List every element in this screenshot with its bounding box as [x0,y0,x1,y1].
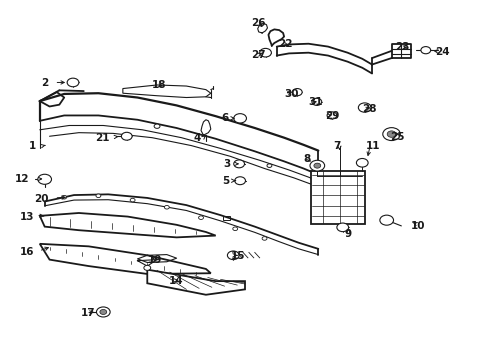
Text: 14: 14 [169,276,184,286]
Text: 5: 5 [222,176,229,186]
Text: 29: 29 [326,111,340,121]
Circle shape [198,216,203,220]
Circle shape [293,89,302,96]
Circle shape [100,310,107,315]
Text: 17: 17 [80,309,95,318]
Circle shape [260,48,271,57]
Text: 25: 25 [391,132,405,142]
Circle shape [234,160,245,168]
Text: 22: 22 [278,40,293,49]
Circle shape [234,114,246,123]
Text: 12: 12 [15,174,29,184]
Polygon shape [147,270,245,295]
Text: 1: 1 [28,141,36,151]
Circle shape [356,158,368,167]
Text: 24: 24 [436,46,450,57]
Text: 7: 7 [333,140,341,150]
Text: 31: 31 [309,97,323,107]
Text: 11: 11 [366,141,381,151]
Circle shape [327,112,337,119]
Text: 13: 13 [20,212,34,221]
Polygon shape [123,85,211,98]
Circle shape [67,78,79,87]
Circle shape [144,265,151,270]
Circle shape [267,164,272,167]
Text: 8: 8 [304,154,311,164]
Text: 10: 10 [411,221,426,231]
Circle shape [312,98,322,105]
Circle shape [383,128,400,140]
Text: 19: 19 [148,255,163,265]
Text: 20: 20 [34,194,49,204]
Circle shape [380,215,393,225]
Text: 16: 16 [20,247,34,257]
Circle shape [96,194,101,198]
Text: 27: 27 [251,50,266,60]
Text: 9: 9 [344,229,352,239]
Circle shape [122,132,132,140]
Text: 30: 30 [284,89,298,99]
Text: 18: 18 [152,80,167,90]
Text: 26: 26 [251,18,266,28]
Polygon shape [40,213,216,237]
Text: 21: 21 [95,133,109,143]
Circle shape [337,223,348,231]
Text: 28: 28 [362,104,377,114]
Polygon shape [40,244,211,274]
Circle shape [314,163,321,168]
Circle shape [358,103,371,112]
Circle shape [154,124,160,129]
Circle shape [387,131,396,137]
Circle shape [235,177,245,185]
Circle shape [421,46,431,54]
Circle shape [62,195,67,199]
Text: 6: 6 [221,113,229,123]
Circle shape [130,198,135,202]
Text: 3: 3 [223,159,230,169]
Circle shape [262,237,267,240]
Circle shape [97,307,110,317]
Circle shape [38,174,51,184]
Text: 15: 15 [230,251,245,261]
FancyBboxPatch shape [311,171,365,224]
Circle shape [164,206,169,209]
Circle shape [227,251,239,260]
Circle shape [310,160,325,171]
Text: 2: 2 [41,78,48,88]
Circle shape [233,227,238,230]
Text: 23: 23 [395,42,410,52]
Text: 4: 4 [194,133,201,143]
